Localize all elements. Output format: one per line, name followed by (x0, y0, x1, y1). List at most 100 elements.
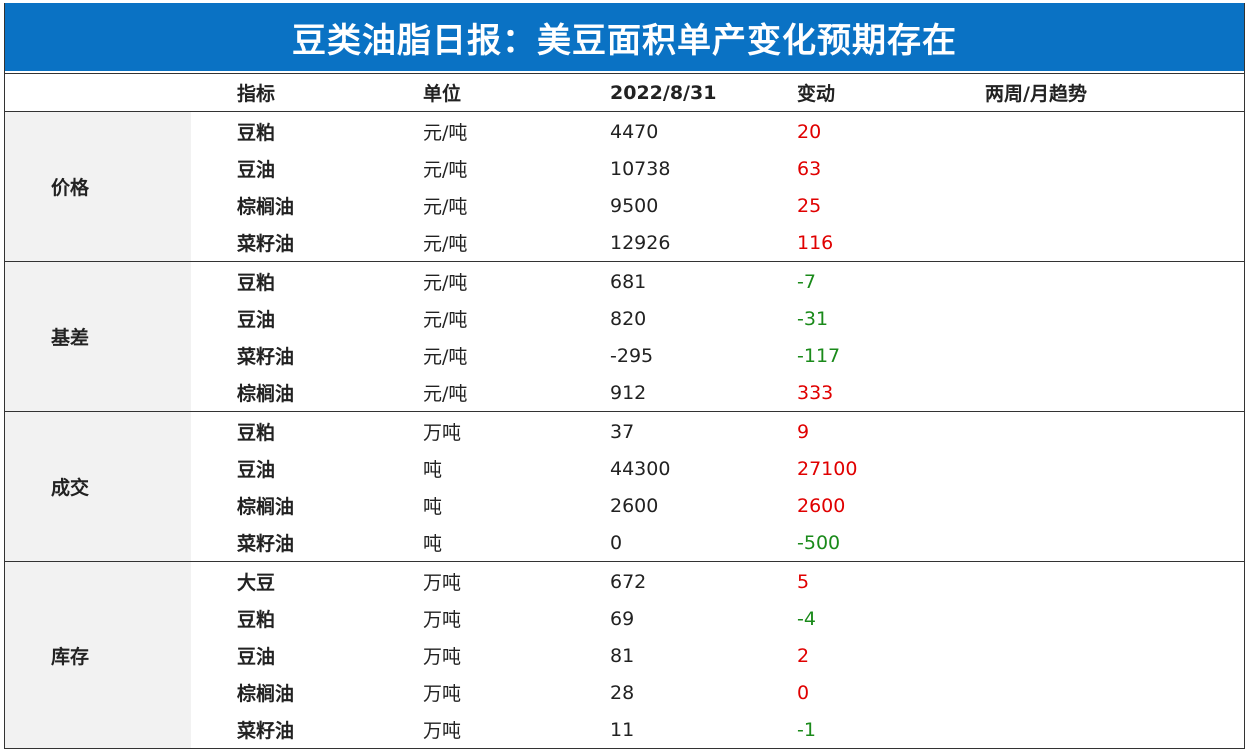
group-label: 库存 (5, 562, 191, 748)
row-indicator: 棕榈油 (237, 196, 295, 218)
row-indicator: 豆油 (237, 646, 276, 668)
row-unit: 元/吨 (423, 159, 468, 181)
group-label: 成交 (5, 412, 191, 561)
row-value: 820 (610, 307, 647, 330)
row-unit: 万吨 (423, 646, 462, 668)
header-trend: 两周/月趋势 (985, 83, 1087, 105)
row-indicator: 菜籽油 (237, 233, 295, 255)
header-unit: 单位 (423, 83, 462, 105)
table-row: 棕榈油 元/吨 912 333 (5, 374, 1244, 411)
table-row: 豆粕 元/吨 4470 20 (5, 113, 1244, 150)
row-unit: 元/吨 (423, 196, 468, 218)
row-change: 20 (797, 120, 822, 143)
row-indicator: 棕榈油 (237, 683, 295, 705)
row-change: 2 (797, 644, 810, 667)
table-row: 棕榈油 万吨 28 0 (5, 674, 1244, 711)
row-indicator: 豆粕 (237, 609, 276, 631)
row-unit: 吨 (423, 533, 443, 555)
row-value: 9500 (610, 194, 659, 217)
row-unit: 万吨 (423, 720, 462, 742)
row-unit: 元/吨 (423, 346, 468, 368)
row-indicator: 豆油 (237, 309, 276, 331)
row-indicator: 菜籽油 (237, 720, 295, 742)
row-change: -1 (797, 718, 816, 741)
row-unit: 元/吨 (423, 309, 468, 331)
row-value: 11 (610, 718, 635, 741)
table-row: 菜籽油 元/吨 12926 116 (5, 224, 1244, 261)
row-value: 672 (610, 570, 647, 593)
header-change: 变动 (797, 83, 836, 105)
row-unit: 吨 (423, 496, 443, 518)
row-indicator: 豆粕 (237, 272, 276, 294)
group-section: 价格 豆粕 元/吨 4470 20 豆油 元/吨 10738 63 棕榈油 元/吨 9500 25 菜籽油… (5, 112, 1244, 262)
row-indicator: 菜籽油 (237, 346, 295, 368)
row-value: 10738 (610, 157, 671, 180)
row-change: -31 (797, 307, 829, 330)
row-change: -7 (797, 270, 816, 293)
row-change: -4 (797, 607, 816, 630)
row-unit: 万吨 (423, 683, 462, 705)
table-row: 豆油 吨 44300 27100 (5, 450, 1244, 487)
group-section: 成交 豆粕 万吨 37 9 豆油吨 44300 27100 棕榈油吨 2600 2600 菜籽油吨 0-… (5, 412, 1244, 562)
row-indicator: 豆油 (237, 459, 276, 481)
row-unit: 元/吨 (423, 233, 468, 255)
row-value: 681 (610, 270, 647, 293)
table-row: 大豆 万吨 672 5 (5, 563, 1244, 600)
row-indicator: 豆粕 (237, 422, 276, 444)
row-unit: 万吨 (423, 572, 462, 594)
row-unit: 万吨 (423, 609, 462, 631)
row-unit: 吨 (423, 459, 443, 481)
row-indicator: 大豆 (237, 572, 276, 594)
row-change: 5 (797, 570, 810, 593)
table-row: 豆粕 元/吨 681 -7 (5, 263, 1244, 300)
row-change: 333 (797, 381, 834, 404)
row-change: 63 (797, 157, 822, 180)
row-indicator: 棕榈油 (237, 496, 295, 518)
row-value: 2600 (610, 494, 659, 517)
row-change: 27100 (797, 457, 858, 480)
row-value: 44300 (610, 457, 671, 480)
group-section: 库存 大豆 万吨 672 5 豆粕 万吨 69 -4 豆油 万吨 81 2 棕榈油 万吨 28 0 菜籽油 万吨 11… (5, 562, 1244, 749)
table-row: 菜籽油 元/吨 -295 -117 (5, 337, 1244, 374)
group-label: 价格 (5, 112, 191, 261)
table-row: 豆粕 万吨 69 -4 (5, 600, 1244, 637)
table-row: 菜籽油 万吨 11 -1 (5, 711, 1244, 748)
table-header: 指标 单位 2022/8/31 变动 两周/月趋势 (5, 73, 1244, 112)
table-row: 豆油 元/吨 10738 63 (5, 150, 1244, 187)
table-row: 豆油 万吨 81 2 (5, 637, 1244, 674)
report-title: 豆类油脂日报：美豆面积单产变化预期存在 (5, 3, 1244, 71)
row-unit: 元/吨 (423, 122, 468, 144)
row-value: -295 (610, 344, 654, 367)
group-label: 基差 (5, 262, 191, 411)
row-unit: 元/吨 (423, 272, 468, 294)
row-value: 28 (610, 681, 635, 704)
row-unit: 万吨 (423, 422, 462, 444)
row-change: 116 (797, 231, 834, 254)
table-row: 棕榈油 吨 2600 2600 (5, 487, 1244, 524)
row-value: 912 (610, 381, 647, 404)
row-value: 37 (610, 420, 635, 443)
row-value: 0 (610, 531, 623, 554)
row-change: 0 (797, 681, 810, 704)
row-indicator: 豆油 (237, 159, 276, 181)
report-frame: 豆类油脂日报：美豆面积单产变化预期存在 指标 单位 2022/8/31 变动 两… (4, 3, 1245, 749)
row-change: 25 (797, 194, 822, 217)
row-change: -117 (797, 344, 841, 367)
row-change: 2600 (797, 494, 846, 517)
table-row: 豆粕 万吨 37 9 (5, 413, 1244, 450)
row-indicator: 棕榈油 (237, 383, 295, 405)
row-change: 9 (797, 420, 810, 443)
row-value: 69 (610, 607, 635, 630)
table-row: 豆油 元/吨 820 -31 (5, 300, 1244, 337)
header-date: 2022/8/31 (610, 81, 717, 104)
row-value: 81 (610, 644, 635, 667)
row-indicator: 菜籽油 (237, 533, 295, 555)
row-indicator: 豆粕 (237, 122, 276, 144)
table-row: 棕榈油 元/吨 9500 25 (5, 187, 1244, 224)
table-row: 菜籽油 吨 0 -500 (5, 524, 1244, 561)
header-indicator: 指标 (237, 83, 276, 105)
row-value: 4470 (610, 120, 659, 143)
row-value: 12926 (610, 231, 671, 254)
row-unit: 元/吨 (423, 383, 468, 405)
group-section: 基差 豆粕 元/吨 681 -7 豆油 元/吨 820 -31 菜籽油 元/吨 -295 -117 棕榈油… (5, 262, 1244, 412)
